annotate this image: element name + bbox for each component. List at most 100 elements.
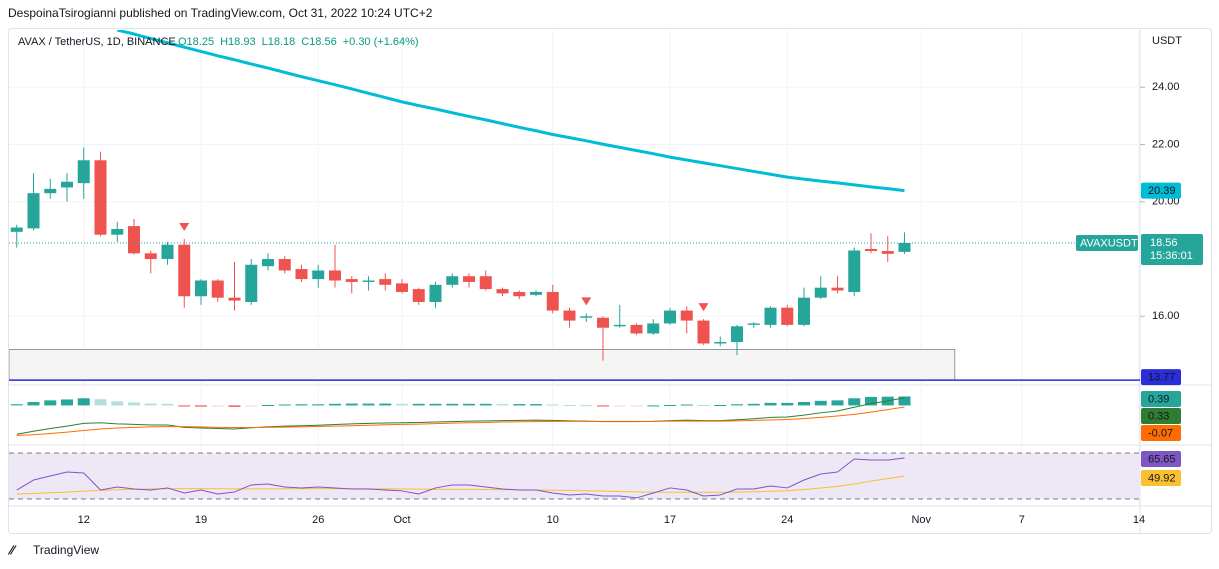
candle-body <box>312 270 325 280</box>
x-tick-label: 19 <box>195 514 207 526</box>
candle-body <box>747 323 760 325</box>
candle-body <box>731 326 743 343</box>
ma-label: 20.39 <box>1148 185 1176 197</box>
candle-body <box>111 228 124 235</box>
candle-body <box>128 226 140 254</box>
candle-body <box>898 243 911 252</box>
candle-body <box>513 291 526 297</box>
histogram-bar <box>245 405 258 407</box>
legend-value: C18.56 <box>301 36 336 48</box>
histogram-bar <box>463 403 475 406</box>
grid <box>9 30 1140 505</box>
candle-body <box>345 279 358 282</box>
histogram-bar <box>530 404 542 406</box>
rsi-label-bg <box>1141 451 1181 467</box>
countdown: 15:36:01 <box>1150 250 1193 262</box>
candle-body <box>396 283 408 292</box>
y-tick-label: 20.00 <box>1152 196 1180 208</box>
candle-body <box>161 244 174 260</box>
histogram-bar <box>94 399 107 406</box>
candle-body <box>580 316 593 318</box>
x-tick-label: 10 <box>547 514 559 526</box>
support-label: 13.77 <box>1148 372 1176 384</box>
histogram-bar <box>680 404 693 406</box>
histogram-bar <box>312 404 325 406</box>
macd-line <box>16 397 905 435</box>
x-tick-label: 26 <box>312 514 324 526</box>
candle-body <box>211 280 224 298</box>
candle-body <box>278 259 291 271</box>
chart-frame <box>8 28 1212 534</box>
symbol-title: AVAX / TetherUS, 1D, BINANCE <box>18 36 176 48</box>
histogram-bar <box>446 403 459 406</box>
histogram-bar <box>898 396 911 406</box>
x-tick-label: 14 <box>1133 514 1145 526</box>
histogram-bar <box>178 405 191 407</box>
rsi-band <box>9 452 1140 499</box>
rsi-label: 65.65 <box>1148 453 1176 465</box>
symbol-label: AVAXUSDT <box>1080 237 1138 249</box>
candle-body <box>848 250 861 292</box>
candle-body <box>664 310 676 324</box>
support-zone <box>9 349 956 381</box>
histogram-bar <box>747 403 760 406</box>
macd-label-bg <box>1141 408 1181 424</box>
publish-info: DespoinaTsirogianni published on Trading… <box>8 6 433 20</box>
footer: ⁄⁄ TradingView <box>7 542 99 557</box>
ma-label-bg <box>1141 182 1181 199</box>
x-tick-label: Oct <box>393 514 410 526</box>
legend-value: O18.25 <box>178 36 214 48</box>
histogram-label: 0.39 <box>1148 393 1169 405</box>
histogram-bar <box>597 405 609 407</box>
last-price-bg <box>1141 234 1203 265</box>
candle-body <box>362 280 375 282</box>
histogram-bar <box>697 404 710 406</box>
candle-body <box>563 310 576 321</box>
x-tick-label: 12 <box>78 514 90 526</box>
histogram-bar <box>44 400 57 406</box>
histogram-bar <box>10 404 23 406</box>
candle-body <box>61 181 73 188</box>
symbol-label-bg <box>1076 235 1138 251</box>
y-tick-label: 16.00 <box>1152 310 1180 322</box>
histogram-bar <box>211 405 224 407</box>
rsi-ma-label-bg <box>1141 470 1181 486</box>
histogram-bar <box>563 404 576 406</box>
candle-body <box>379 279 392 285</box>
candle-body <box>178 244 191 297</box>
signal-marker <box>698 303 709 312</box>
candle-body <box>865 249 877 252</box>
histogram-bar <box>513 404 526 406</box>
histogram-bar <box>798 401 810 406</box>
legend-value: L18.18 <box>262 36 296 48</box>
histogram-bar <box>278 404 291 406</box>
candle-body <box>697 320 710 344</box>
candle-body <box>496 289 509 294</box>
candle-body <box>613 324 626 327</box>
histogram-bar <box>111 401 124 406</box>
histogram-bar <box>128 402 140 406</box>
histogram-bar <box>714 404 727 406</box>
histogram-bar <box>412 403 425 406</box>
candle-body <box>27 193 40 229</box>
histogram-bar <box>379 403 392 406</box>
candle-body <box>597 317 609 328</box>
histogram-bar <box>781 402 794 406</box>
candle-body <box>329 270 341 281</box>
x-tick-label: 7 <box>1019 514 1025 526</box>
candle-body <box>781 307 794 325</box>
macd-label: 0.33 <box>1148 410 1169 422</box>
candle-body <box>546 291 559 311</box>
rsi-line <box>16 457 905 499</box>
candle-body <box>429 284 442 302</box>
brand-name: TradingView <box>33 543 99 557</box>
x-tick-label: Nov <box>911 514 931 526</box>
candle-body <box>10 227 23 232</box>
histogram-bar <box>647 405 660 407</box>
histogram-bar <box>546 404 559 406</box>
candle-body <box>77 160 90 184</box>
histogram-bar <box>479 403 492 406</box>
histogram-label-bg <box>1141 391 1181 407</box>
legend-value: +0.30 (+1.64%) <box>343 36 419 48</box>
candle-body <box>44 188 57 194</box>
